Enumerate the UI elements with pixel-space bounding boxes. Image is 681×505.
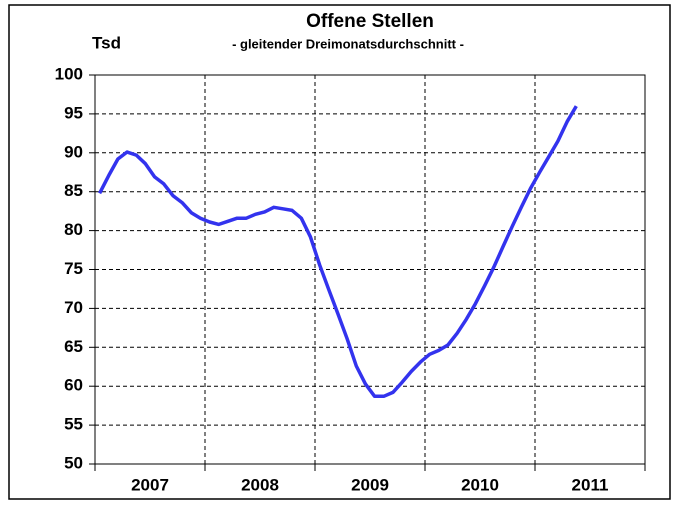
y-tick-label: 75 (64, 259, 83, 278)
y-tick-label: 65 (64, 337, 83, 356)
y-tick-label: 70 (64, 298, 83, 317)
y-tick-label: 95 (64, 103, 83, 122)
y-tick-label: 55 (64, 415, 83, 434)
chart-title: Offene Stellen (306, 11, 434, 32)
x-tick-label: 2008 (241, 475, 279, 494)
frame (8, 4, 671, 500)
line-series (98, 105, 578, 399)
y-tick-label: 80 (64, 220, 83, 239)
y-tick-label: 85 (64, 181, 83, 200)
y-tick-label: 90 (64, 142, 83, 161)
y-tick-label: 100 (55, 64, 83, 83)
x-tick-label: 2011 (572, 475, 609, 494)
y-tick-label: 50 (64, 453, 83, 472)
chart-subtitle: - gleitender Dreimonatsdurchschnitt - (232, 36, 464, 51)
y-unit: Tsd (92, 33, 121, 52)
x-tick-label: 2009 (351, 475, 389, 494)
y-tick-label: 60 (64, 376, 83, 395)
plot-border (94, 74, 646, 465)
x-tick-label: 2010 (461, 475, 499, 494)
x-tick-label: 2007 (131, 475, 169, 494)
